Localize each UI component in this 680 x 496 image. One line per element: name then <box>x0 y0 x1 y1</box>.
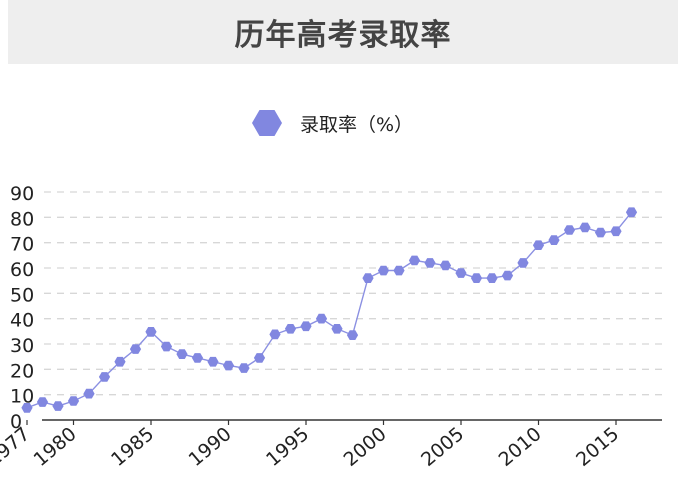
data-point <box>470 273 483 283</box>
data-point <box>129 344 142 354</box>
x-tick-label: 1977 <box>0 423 34 471</box>
x-tick-label: 1995 <box>262 423 313 471</box>
data-point <box>238 363 250 373</box>
y-tick-label: 40 <box>10 310 34 332</box>
chart-title: 历年高考录取率 <box>234 18 452 53</box>
data-point <box>300 321 312 332</box>
data-point <box>610 226 622 237</box>
data-point <box>377 265 390 276</box>
data-point <box>191 353 204 363</box>
y-tick-label: 90 <box>10 183 34 205</box>
data-point <box>548 235 560 245</box>
data-point <box>532 240 545 250</box>
x-tick-label: 2000 <box>340 423 391 471</box>
legend-label: 录取率（%） <box>300 113 414 136</box>
y-tick-label: 50 <box>10 284 34 306</box>
data-point <box>253 353 266 363</box>
data-point <box>269 329 281 340</box>
data-point <box>594 227 607 238</box>
data-point <box>67 396 80 406</box>
data-point <box>21 403 33 413</box>
data-point <box>284 324 297 334</box>
data-point <box>52 401 64 411</box>
x-tick-label: 2015 <box>572 423 623 471</box>
data-point <box>393 265 405 276</box>
legend[interactable]: 录取率（%） <box>252 106 413 140</box>
y-tick-label: 10 <box>10 386 34 408</box>
y-tick-label: 30 <box>10 335 34 357</box>
data-point <box>160 341 173 352</box>
data-point <box>98 372 111 382</box>
x-tick-label: 2005 <box>417 423 468 471</box>
data-point <box>486 273 498 283</box>
x-tick-label: 1990 <box>185 423 236 471</box>
data-point <box>176 349 188 359</box>
data-point <box>207 356 219 367</box>
data-point <box>424 258 436 268</box>
legend-hexagon-icon <box>252 110 282 136</box>
data-point <box>83 388 95 399</box>
series-line <box>26 211 633 409</box>
y-tick-label: 70 <box>10 234 34 256</box>
data-point <box>579 222 591 233</box>
data-point <box>517 258 529 268</box>
data-point <box>315 313 328 324</box>
y-tick-label: 80 <box>10 208 34 230</box>
y-tick-label: 0 <box>10 411 22 433</box>
data-point <box>455 268 467 278</box>
y-tick-label: 60 <box>10 259 34 281</box>
data-point <box>145 327 157 337</box>
data-point <box>563 225 576 235</box>
y-tick-label: 20 <box>10 360 34 382</box>
data-point <box>222 360 235 371</box>
chart-title-bar: 历年高考录取率 <box>8 0 678 64</box>
x-tick-label: 2010 <box>495 423 546 471</box>
data-point <box>625 207 638 218</box>
data-point <box>114 356 126 367</box>
x-tick-label: 1985 <box>107 423 158 471</box>
data-point <box>36 397 49 407</box>
data-point <box>362 273 374 283</box>
data-point <box>331 324 343 334</box>
data-point <box>439 260 452 271</box>
data-point <box>408 255 421 266</box>
data-point <box>346 330 359 340</box>
x-tick-label: 1980 <box>30 423 81 471</box>
data-point <box>501 270 514 281</box>
